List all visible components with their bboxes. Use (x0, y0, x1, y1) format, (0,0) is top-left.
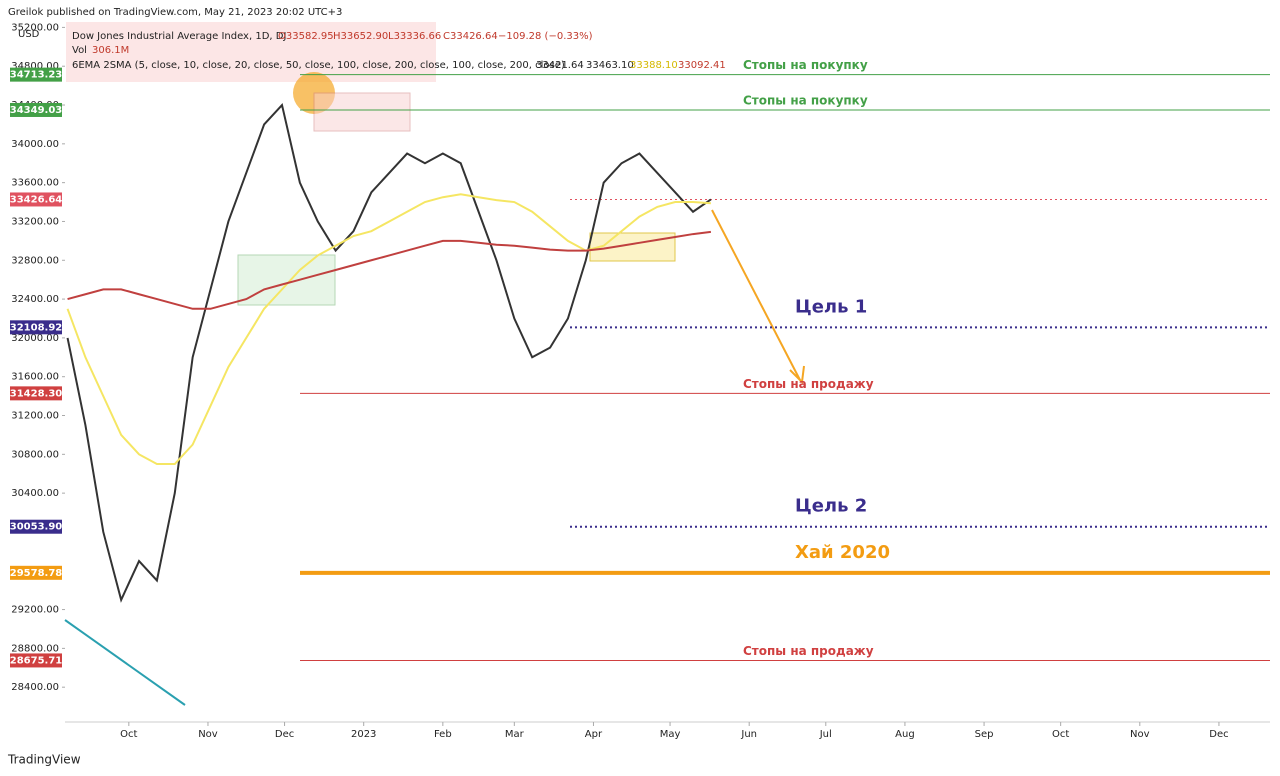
forecast-arrow (711, 209, 805, 385)
vol: 306.1M (92, 45, 129, 56)
y-tick-label: 33200.00 (11, 216, 59, 227)
level-text: Стопы на покупку (743, 93, 868, 107)
level-text: Стопы на покупку (743, 58, 868, 72)
x-tick-label: Jun (740, 729, 757, 740)
level-tag (10, 102, 62, 117)
x-tick-label: Oct (1052, 729, 1069, 740)
x-tick-label: Feb (434, 729, 452, 740)
indicator: 6EMA 2SMA (5, close, 10, close, 20, clos… (72, 60, 565, 71)
zone (237, 254, 336, 306)
y-tick-label: 28400.00 (11, 682, 59, 693)
y-tick-label: 30800.00 (11, 449, 59, 460)
close: C33426.64 (443, 31, 498, 42)
change: −109.28 (−0.33%) (498, 31, 593, 42)
high: H33652.90 (333, 31, 388, 42)
level-tag (10, 519, 62, 534)
level-value: 33426.64 (10, 194, 63, 205)
level-tag (10, 653, 62, 668)
open: O33582.95 (278, 31, 334, 42)
level-text: Стопы на продажу (743, 377, 874, 391)
level-value: 34713.23 (10, 70, 63, 81)
y-tick-label: 31200.00 (11, 411, 59, 422)
x-tick-label: Mar (505, 729, 525, 740)
indicator-value: 33463.10 (586, 60, 634, 71)
x-tick-label: Dec (1209, 729, 1228, 740)
y-tick-label: 32400.00 (11, 294, 59, 305)
y-tick-label: 34800.00 (11, 61, 59, 72)
y-tick-label: 29200.00 (11, 605, 59, 616)
x-tick-label: Apr (585, 729, 603, 740)
indicator-value: 33092.41 (678, 60, 726, 71)
x-tick-label: Jul (819, 729, 832, 740)
level-value: 30053.90 (10, 522, 63, 533)
x-tick-label: May (660, 729, 681, 740)
indicator-value: 33421.64 (536, 60, 584, 71)
indicator-value: 33388.10 (630, 60, 678, 71)
y-tick-label: 33600.00 (11, 178, 59, 189)
level-tag (10, 67, 62, 82)
low: L33336.66 (388, 31, 441, 42)
x-tick-label: Aug (895, 729, 915, 740)
y-tick-label: 35200.00 (11, 22, 59, 33)
level-value: 28675.71 (10, 655, 63, 666)
level-text: Цель 2 (795, 496, 867, 517)
y-tick-label: 32800.00 (11, 255, 59, 266)
y-tick-label: 31600.00 (11, 372, 59, 383)
level-tag (10, 565, 62, 580)
price-line (66, 102, 712, 603)
zone (313, 92, 411, 132)
y-tick-label: 30400.00 (11, 488, 59, 499)
price-line (67, 230, 712, 310)
level-value: 34349.03 (10, 105, 63, 116)
level-tag (10, 320, 62, 335)
trendline (64, 619, 186, 706)
level-text: Хай 2020 (795, 542, 890, 563)
x-tick-label: Sep (975, 729, 994, 740)
y-tick-label: 34000.00 (11, 139, 59, 150)
legend-bg (66, 22, 436, 82)
level-text: Стопы на продажу (743, 644, 874, 658)
x-tick-label: Nov (198, 729, 218, 740)
y-tick-label: 32000.00 (11, 333, 59, 344)
level-value: 31428.30 (10, 388, 63, 399)
x-tick-label: 2023 (351, 729, 376, 740)
level-text: Цель 1 (795, 296, 867, 317)
level-tag (10, 386, 62, 401)
vol-label: Vol (72, 45, 87, 56)
x-tick-label: Nov (1130, 729, 1150, 740)
price-line (66, 193, 711, 466)
brand: TradingView (7, 753, 81, 767)
publisher: Greilok published on TradingView.com, Ma… (8, 7, 342, 18)
level-value: 32108.92 (10, 322, 63, 333)
currency: USD (18, 29, 40, 40)
x-tick-label: Dec (275, 729, 294, 740)
y-tick-label: 28800.00 (11, 643, 59, 654)
level-tag (10, 192, 62, 207)
zone (589, 232, 676, 262)
symbol: Dow Jones Industrial Average Index, 1D, … (72, 31, 286, 42)
x-tick-label: Oct (120, 729, 137, 740)
level-value: 29578.78 (10, 568, 63, 579)
